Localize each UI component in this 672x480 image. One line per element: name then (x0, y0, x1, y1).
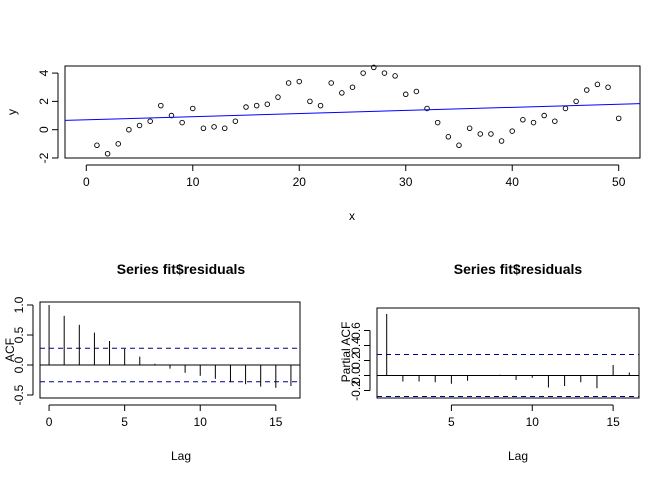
pacf-x-tick-label: 10 (526, 415, 540, 429)
acf-y-tick-label: 1.0 (12, 296, 26, 313)
scatter-y-tick-label: 4 (37, 69, 51, 76)
data-point (275, 94, 281, 100)
scatter-x-axis-label: x (349, 209, 355, 223)
data-point (126, 126, 132, 133)
data-point (190, 105, 196, 112)
data-point (520, 117, 526, 123)
data-point (253, 102, 260, 109)
data-point (477, 131, 484, 137)
data-point (339, 90, 345, 96)
data-point (147, 118, 153, 124)
data-point (328, 80, 334, 86)
data-point (573, 98, 579, 105)
scatter-x-tick-label: 50 (612, 175, 626, 189)
pacf-x-axis-label: Lag (508, 449, 528, 463)
data-point (221, 125, 228, 132)
data-point (285, 80, 292, 86)
data-point (349, 84, 356, 90)
pacf-panel: 5 10 15 -0.20.00.20.40.6 Series fit$residua… (339, 261, 640, 463)
data-point (381, 70, 388, 76)
pacf-y-tick-label: -0.2 (349, 380, 363, 401)
data-point (445, 134, 452, 140)
acf-x-tick-label: 15 (269, 415, 283, 429)
data-point (424, 105, 430, 112)
pacf-x-tick-label: 15 (606, 415, 620, 429)
data-point (168, 112, 175, 119)
data-point (541, 112, 547, 119)
acf-title: Series fit$residuals (117, 261, 246, 277)
data-point (594, 81, 601, 88)
scatter-x-tick-label: 10 (186, 175, 200, 189)
data-point (104, 151, 111, 157)
acf-x-axis-label: Lag (171, 449, 191, 463)
acf-y-tick-label: 0.5 (12, 326, 26, 343)
data-point (392, 73, 398, 79)
data-point (562, 105, 569, 112)
acf-x-tick-label: 10 (194, 415, 208, 429)
acf-plot-frame (39, 301, 301, 399)
data-point (413, 88, 420, 95)
scatter-y-tick-label: 2 (37, 98, 51, 105)
data-point (179, 119, 185, 126)
data-point (509, 128, 515, 134)
scatter-panel: 0 10 20 30 40 50 -2 0 2 4 x y (5, 64, 641, 223)
data-point (584, 87, 590, 93)
acf-x-tick-label: 5 (121, 415, 128, 429)
pacf-y-axis-label: Partial ACF (339, 322, 353, 383)
data-point (371, 64, 377, 71)
data-point (456, 142, 462, 149)
data-point (136, 122, 143, 129)
data-point (317, 102, 324, 109)
data-point (488, 131, 494, 137)
pacf-plot-frame (376, 307, 640, 399)
scatter-x-tick-label: 40 (506, 175, 520, 189)
data-point (115, 141, 121, 147)
data-point (605, 84, 611, 90)
data-point (615, 115, 622, 122)
data-point (307, 98, 313, 105)
data-point (94, 142, 100, 149)
acf-x-tick-label: 0 (46, 415, 53, 429)
data-point (402, 91, 409, 98)
acf-y-tick-label: 0.0 (12, 356, 26, 373)
scatter-y-axis-label: y (5, 109, 19, 115)
scatter-x-tick-label: 20 (293, 175, 307, 189)
data-point (360, 70, 366, 76)
scatter-x-tick-label: 0 (83, 175, 90, 189)
data-point (498, 138, 505, 144)
scatter-y-tick-label: -2 (37, 152, 51, 163)
pacf-title: Series fit$residuals (454, 261, 583, 277)
data-point (434, 119, 441, 126)
pacf-y-tick-label: 0.6 (349, 322, 363, 339)
data-point (296, 78, 303, 85)
data-point (552, 118, 558, 124)
scatter-x-tick-label: 30 (399, 175, 413, 189)
data-point (200, 125, 207, 132)
data-point (530, 119, 537, 126)
data-point (232, 118, 239, 124)
regression-line (64, 103, 641, 121)
acf-y-axis-label: ACF (3, 338, 17, 362)
data-point (243, 104, 249, 110)
pacf-y-tick-label: 0.2 (349, 352, 363, 369)
acf-y-tick-label: -0.5 (12, 384, 26, 405)
scatter-plot-frame (64, 65, 641, 159)
data-point (158, 102, 164, 109)
pacf-y-tick-label: 0.4 (349, 337, 363, 354)
data-point (211, 124, 217, 130)
pacf-y-tick-label: 0.0 (349, 367, 363, 384)
pacf-x-tick-label: 5 (448, 415, 455, 429)
data-point (264, 101, 271, 107)
scatter-y-tick-label: 0 (37, 126, 51, 133)
acf-panel: 0 5 10 15 -0.5 0.0 0.5 1.0 Series fit$residuals… (3, 261, 301, 463)
data-point (466, 125, 473, 132)
